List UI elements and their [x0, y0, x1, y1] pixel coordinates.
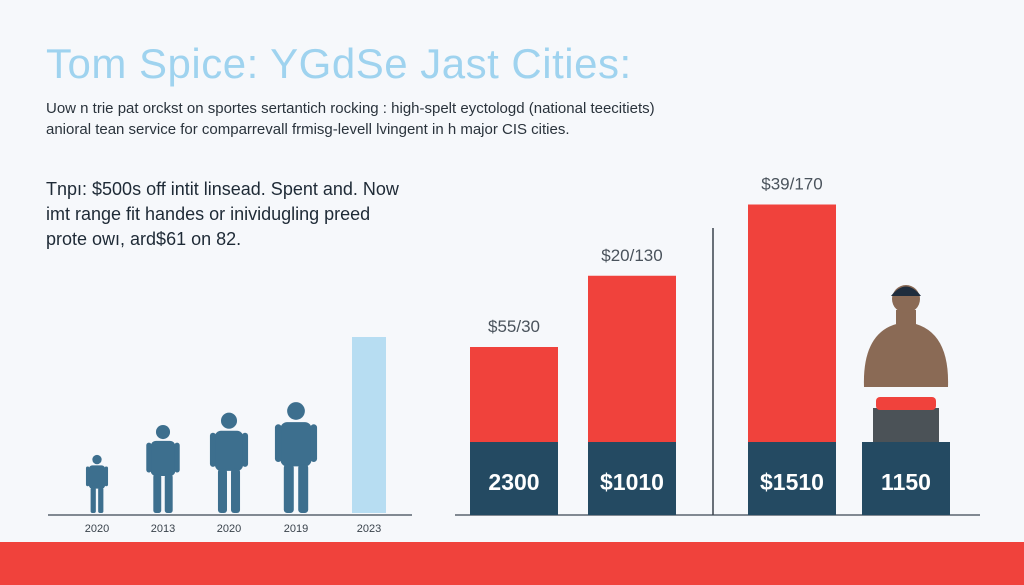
left-chart-tick-label: 2013: [151, 523, 175, 535]
right-chart-value-label: 2300: [488, 469, 539, 495]
left-chart-bar: [352, 337, 386, 513]
right-chart-data-label: $39/170: [761, 175, 822, 194]
person-figure-icon: [85, 454, 109, 513]
right-chart-bar-upper: [588, 275, 676, 442]
person-arm: [104, 466, 109, 487]
person-arm: [174, 442, 180, 473]
person-leg: [98, 487, 104, 513]
person-head: [220, 412, 238, 429]
person-leg: [153, 474, 162, 513]
person-arm: [209, 432, 216, 467]
note-text: Tnpı: $500s off intit linsead. Spent and…: [46, 177, 406, 252]
person-belt: [876, 397, 936, 410]
right-chart-bar-upper: [470, 347, 558, 442]
left-chart-tick-label: 2020: [85, 523, 109, 535]
person-leg: [217, 468, 227, 513]
person-leg: [231, 468, 241, 513]
subtitle-line: anioral tean service for comparrevall fr…: [46, 121, 570, 138]
person-leg: [283, 464, 294, 513]
person-leg: [90, 487, 96, 513]
person-figure-icon: [146, 425, 180, 513]
person-torso: [280, 422, 312, 467]
right-chart-data-label: $20/130: [601, 246, 662, 265]
page-subtitle: Uow n trie pat orckst on sportes sertant…: [46, 98, 766, 140]
note-line: Tnpı: $500s off intit linsead. Spent and…: [46, 179, 399, 199]
left-chart-tick-label: 2020: [217, 523, 241, 535]
person-figure-icon: [209, 412, 249, 513]
person-head: [92, 454, 102, 465]
page-title: Tom Spice: YGdSe Jast Cities:: [46, 40, 632, 87]
person-head: [287, 402, 305, 420]
person-arm: [85, 466, 90, 487]
person-neck: [896, 310, 916, 324]
person-arm: [242, 432, 249, 467]
person-head: [155, 425, 171, 440]
person-hair: [891, 286, 921, 296]
right-chart-bar-upper: [748, 204, 836, 442]
person-arm: [274, 424, 282, 462]
muscular-person-icon: [863, 285, 949, 442]
left-chart-tick-label: 2023: [357, 523, 381, 535]
note-line: imt range fit handes or inividugling pre…: [46, 204, 371, 224]
right-chart-value-label: $1010: [600, 469, 664, 495]
person-torso: [214, 430, 244, 471]
person-arm: [146, 442, 152, 473]
person-leg: [164, 474, 173, 513]
right-chart-bar-lower: [748, 442, 836, 515]
right-chart-bar-lower: [588, 442, 676, 515]
person-arm: [310, 424, 318, 462]
person-pants: [873, 408, 939, 442]
note-line: prote owı, ard$61 on 82.: [46, 229, 242, 249]
right-chart-data-label: $55/30: [488, 317, 540, 336]
right-chart-bar-lower: [470, 442, 558, 515]
footer-band: [0, 542, 1024, 585]
person-figure-icon: [274, 402, 318, 513]
subtitle-line: Uow n trie pat orckst on sportes sertant…: [46, 100, 655, 117]
person-leg: [298, 464, 309, 513]
person-torso: [863, 322, 949, 387]
right-chart-value-label: $1510: [760, 469, 824, 495]
right-chart-bar-lower: [862, 442, 950, 515]
left-chart-tick-label: 2019: [284, 523, 308, 535]
person-torso: [88, 465, 106, 489]
person-torso: [150, 440, 176, 477]
right-chart-value-label: 1150: [881, 469, 931, 495]
